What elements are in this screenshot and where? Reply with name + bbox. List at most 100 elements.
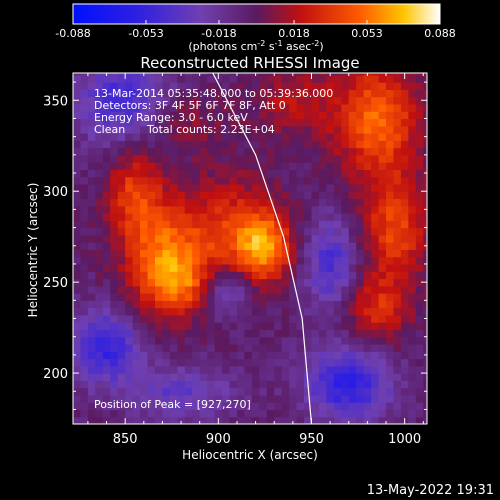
heatmap-pixel — [408, 234, 417, 243]
heatmap-pixel — [222, 162, 231, 170]
heatmap-pixel — [348, 336, 357, 345]
heatmap-pixel — [371, 242, 380, 250]
heatmap-pixel — [363, 96, 372, 105]
heatmap-pixel — [356, 96, 365, 105]
heatmap-pixel — [140, 162, 149, 170]
heatmap-pixel — [371, 300, 380, 309]
heatmap-pixel — [184, 191, 193, 200]
heatmap-pixel — [318, 169, 327, 178]
heatmap-pixel — [393, 111, 402, 120]
heatmap-pixel — [177, 183, 186, 192]
heatmap-pixel — [274, 278, 283, 287]
heatmap-pixel — [169, 263, 178, 272]
heatmap-pixel — [140, 380, 149, 389]
heatmap-pixel — [393, 82, 402, 90]
heatmap-pixel — [147, 314, 156, 323]
heatmap-pixel — [408, 271, 417, 280]
heatmap-pixel — [415, 387, 424, 396]
heatmap-pixel — [311, 140, 320, 149]
heatmap-pixel — [318, 191, 327, 200]
heatmap-pixel — [296, 263, 305, 272]
heatmap-pixel — [236, 118, 246, 127]
heatmap-pixel — [117, 183, 126, 192]
heatmap-pixel — [207, 111, 216, 120]
heatmap-pixel — [423, 380, 427, 389]
heatmap-pixel — [356, 387, 365, 396]
heatmap-pixel — [281, 329, 290, 338]
heatmap-pixel — [274, 409, 283, 418]
heatmap-pixel — [87, 351, 96, 360]
heatmap-pixel — [214, 118, 223, 127]
heatmap-pixel — [348, 271, 357, 280]
heatmap-pixel — [326, 263, 335, 272]
heatmap-pixel — [296, 169, 305, 178]
heatmap-pixel — [80, 278, 89, 287]
heatmap-pixel — [266, 89, 275, 98]
heatmap-pixel — [326, 314, 335, 323]
heatmap-pixel — [341, 285, 350, 294]
heatmap-pixel — [87, 205, 96, 214]
heatmap-pixel — [304, 220, 313, 229]
heatmap-pixel — [95, 103, 104, 112]
heatmap-pixel — [393, 125, 402, 134]
heatmap-pixel — [363, 133, 372, 141]
heatmap-pixel — [117, 373, 126, 381]
heatmap-pixel — [244, 74, 253, 83]
heatmap-pixel — [281, 96, 290, 105]
heatmap-pixel — [274, 322, 283, 331]
heatmap-pixel — [251, 271, 260, 280]
heatmap-pixel — [147, 103, 156, 112]
heatmap-pixel — [154, 213, 164, 221]
heatmap-pixel — [408, 147, 417, 156]
colorbar-units-label: (photons cm-2 s-1 asec-2) — [188, 39, 323, 53]
heatmap-pixel — [214, 249, 223, 258]
heatmap-pixel — [415, 118, 424, 127]
heatmap-pixel — [169, 314, 178, 323]
heatmap-pixel — [251, 365, 260, 374]
heatmap-pixel — [393, 198, 402, 207]
heatmap-pixel — [371, 409, 380, 418]
heatmap-pixel — [341, 293, 350, 301]
heatmap-pixel — [296, 394, 305, 403]
heatmap-pixel — [162, 373, 171, 381]
heatmap-pixel — [110, 416, 119, 424]
heatmap-pixel — [289, 147, 298, 156]
heatmap-pixel — [162, 249, 171, 258]
heatmap-pixel — [296, 402, 305, 411]
heatmap-pixel — [192, 387, 201, 396]
heatmap-pixel — [184, 111, 193, 120]
peak-position-label: Position of Peak = [927,270] — [94, 398, 251, 411]
heatmap-pixel — [251, 133, 260, 141]
heatmap-pixel — [371, 271, 380, 280]
heatmap-pixel — [87, 329, 96, 338]
heatmap-pixel — [73, 329, 82, 338]
heatmap-pixel — [73, 103, 82, 112]
heatmap-pixel — [326, 205, 335, 214]
heatmap-pixel — [281, 205, 290, 214]
heatmap-pixel — [408, 402, 417, 411]
heatmap-pixel — [207, 118, 216, 127]
heatmap-pixel — [192, 242, 201, 250]
heatmap-pixel — [95, 213, 104, 221]
heatmap-pixel — [259, 227, 268, 236]
heatmap-pixel — [236, 322, 246, 331]
heatmap-pixel — [73, 314, 82, 323]
heatmap-pixel — [274, 249, 283, 258]
heatmap-pixel — [333, 307, 342, 316]
heatmap-pixel — [341, 147, 350, 156]
heatmap-pixel — [363, 336, 372, 345]
heatmap-pixel — [102, 191, 111, 200]
heatmap-pixel — [73, 336, 82, 345]
heatmap-pixel — [386, 307, 395, 316]
heatmap-pixel — [214, 402, 223, 411]
heatmap-pixel — [296, 103, 305, 112]
heatmap-pixel — [162, 198, 171, 207]
heatmap-pixel — [244, 111, 253, 120]
heatmap-pixel — [341, 322, 350, 331]
heatmap-pixel — [415, 271, 424, 280]
heatmap-pixel — [333, 234, 342, 243]
heatmap-pixel — [423, 74, 427, 83]
heatmap-pixel — [386, 162, 395, 170]
heatmap-pixel — [281, 263, 290, 272]
heatmap-pixel — [169, 256, 178, 265]
